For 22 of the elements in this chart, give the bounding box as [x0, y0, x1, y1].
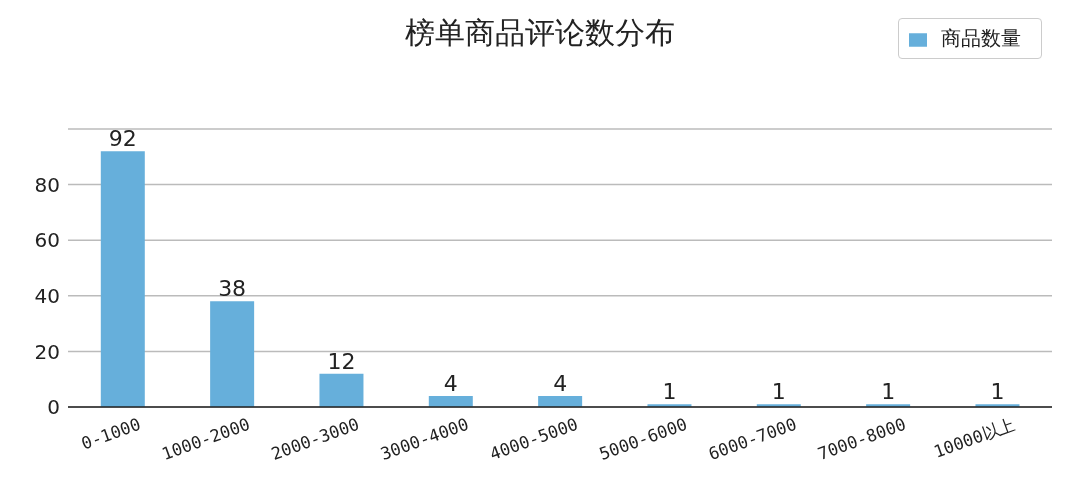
data-label: 4 — [553, 370, 568, 396]
x-tick-label: 10000以上 — [930, 413, 1018, 462]
data-label: 12 — [327, 348, 356, 374]
data-label: 1 — [881, 379, 896, 405]
bar — [538, 395, 583, 407]
data-label: 38 — [218, 276, 247, 302]
data-label: 1 — [662, 379, 677, 405]
bar — [100, 151, 145, 407]
bar — [210, 301, 255, 407]
data-label: 4 — [443, 370, 458, 396]
chart-title: 榜单商品评论数分布 — [405, 15, 675, 50]
y-tick-label: 40 — [34, 283, 60, 308]
data-label: 1 — [990, 379, 1005, 405]
data-label: 1 — [771, 379, 786, 405]
y-tick-label: 60 — [34, 228, 60, 253]
data-label: 92 — [108, 126, 137, 152]
bar — [319, 373, 364, 407]
y-tick-label: 80 — [34, 172, 60, 197]
bar — [428, 395, 473, 407]
y-tick-label: 20 — [34, 339, 60, 364]
y-tick-label: 0 — [47, 395, 60, 420]
legend-label: 商品数量 — [941, 26, 1021, 50]
